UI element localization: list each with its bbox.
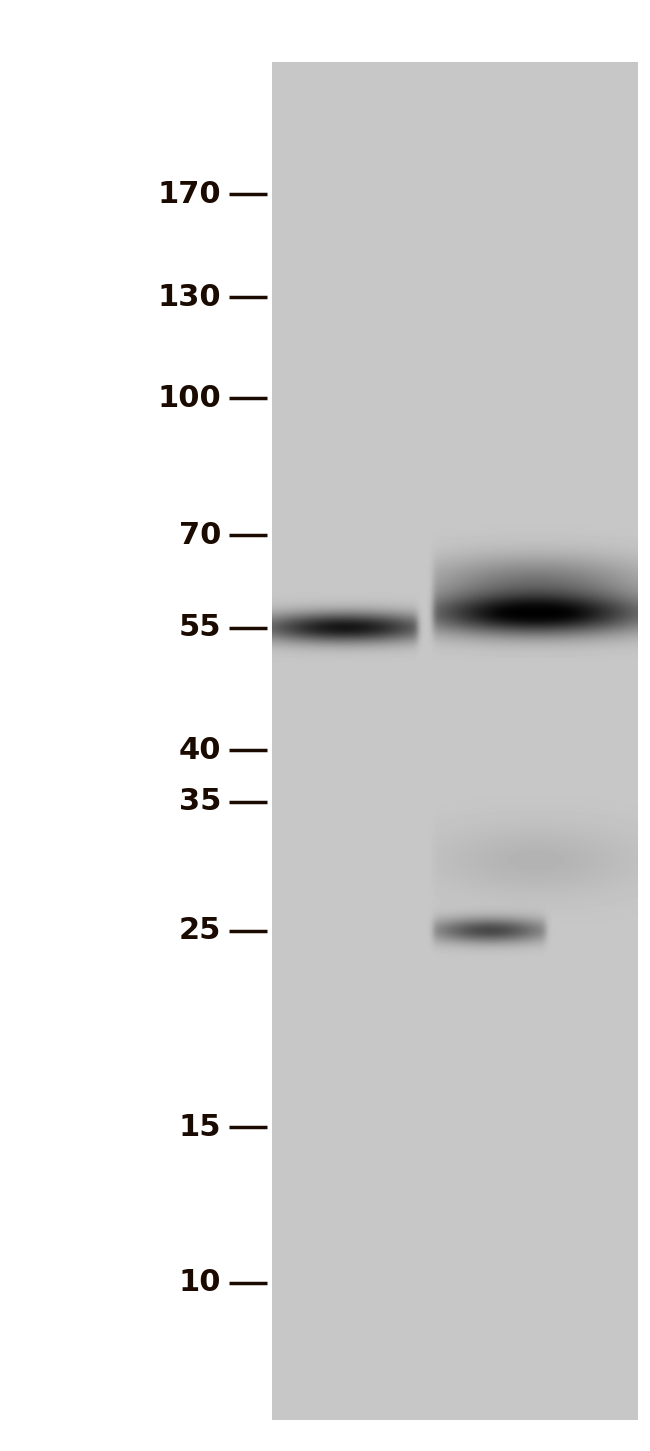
Text: 15: 15	[179, 1113, 221, 1142]
Text: 100: 100	[157, 383, 221, 412]
Text: 130: 130	[157, 283, 221, 312]
Bar	[272, 62, 638, 1421]
Text: 55: 55	[179, 614, 221, 643]
Text: 70: 70	[179, 521, 221, 550]
Text: 25: 25	[179, 917, 221, 945]
Text: 170: 170	[157, 180, 221, 209]
Text: 40: 40	[179, 736, 221, 765]
Text: 10: 10	[179, 1268, 221, 1297]
Text: 35: 35	[179, 786, 221, 815]
